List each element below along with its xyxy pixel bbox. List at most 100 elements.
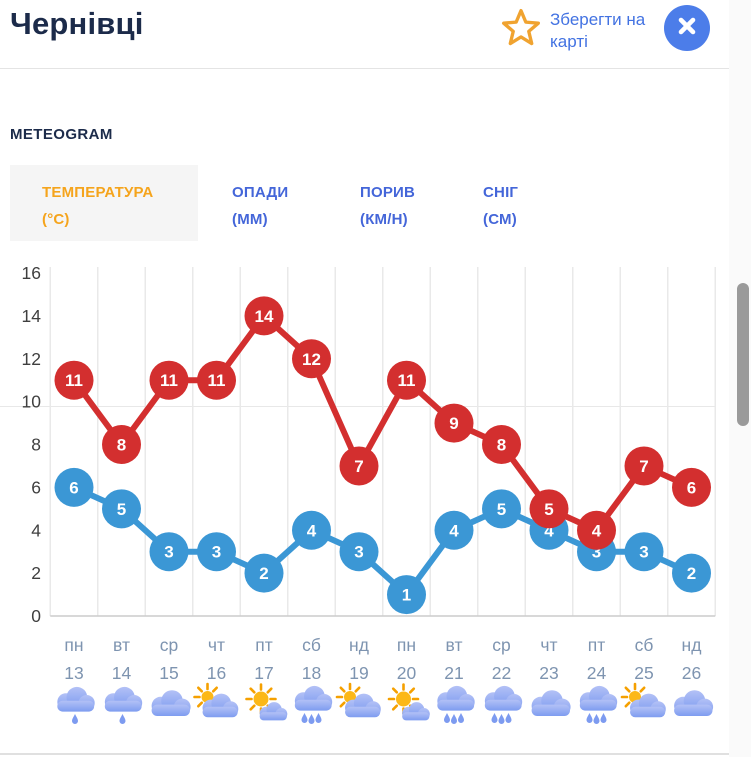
svg-text:12: 12 (22, 349, 41, 369)
svg-text:17: 17 (254, 663, 273, 683)
tab-temperature-label: ТЕМПЕРАТУРА (42, 184, 154, 201)
svg-text:8: 8 (117, 436, 126, 455)
save-to-map-label: Зберегти на карті (550, 10, 646, 51)
svg-text:14: 14 (22, 306, 42, 326)
tab-snow-label: СНІГ (483, 184, 519, 201)
svg-text:2: 2 (687, 564, 696, 583)
svg-text:11: 11 (160, 371, 178, 390)
weather-icon-cloudy (674, 690, 714, 716)
svg-text:вт: вт (446, 635, 463, 655)
weather-icon-cloudy (151, 690, 191, 716)
weather-icon-cloudy (531, 690, 571, 716)
svg-text:пт: пт (588, 635, 606, 655)
svg-text:14: 14 (255, 307, 274, 326)
svg-text:5: 5 (117, 500, 126, 519)
svg-text:11: 11 (208, 371, 226, 390)
svg-text:20: 20 (397, 663, 417, 683)
weather-icon-partly (193, 682, 239, 718)
svg-text:21: 21 (444, 663, 463, 683)
svg-text:11: 11 (65, 371, 83, 390)
svg-text:15: 15 (159, 663, 178, 683)
svg-text:пт: пт (255, 635, 273, 655)
svg-text:10: 10 (22, 392, 42, 412)
svg-text:19: 19 (349, 663, 368, 683)
scrollbar-track[interactable] (729, 0, 751, 757)
y-axis-labels: 0 2 4 6 8 10 12 14 16 (22, 263, 42, 626)
weather-icon-partly (620, 682, 666, 718)
svg-text:22: 22 (492, 663, 511, 683)
svg-text:7: 7 (354, 457, 363, 476)
svg-text:чт: чт (208, 635, 225, 655)
svg-text:4: 4 (307, 521, 317, 540)
tab-precipitation-unit: (ММ) (232, 211, 268, 228)
tabs-underline (0, 406, 716, 407)
temperature-max-series: 11 8 11 11 14 12 7 11 9 8 5 4 7 6 (54, 296, 711, 550)
svg-text:9: 9 (449, 414, 458, 433)
header-divider (0, 68, 751, 69)
close-button[interactable] (664, 5, 710, 51)
svg-text:пн: пн (397, 635, 416, 655)
svg-text:3: 3 (212, 543, 221, 562)
svg-text:ср: ср (492, 635, 510, 655)
svg-text:2: 2 (259, 564, 268, 583)
svg-text:18: 18 (302, 663, 321, 683)
svg-text:сб: сб (302, 635, 321, 655)
tab-snow[interactable]: СНІГ (СМ) (483, 179, 518, 233)
svg-text:16: 16 (22, 263, 41, 283)
svg-text:4: 4 (592, 521, 602, 540)
svg-text:4: 4 (449, 521, 459, 540)
svg-text:3: 3 (164, 543, 173, 562)
svg-text:8: 8 (497, 436, 506, 455)
close-icon (677, 16, 697, 41)
svg-text:сб: сб (635, 635, 654, 655)
weather-icon-partly (335, 682, 381, 718)
svg-text:26: 26 (682, 663, 701, 683)
temperature-chart: 0 2 4 6 8 10 12 14 16 6 5 3 3 2 4 3 1 4 5 4 3 3 2 11 8 11 11 14 12 7 1… (0, 255, 722, 737)
svg-text:13: 13 (64, 663, 83, 683)
svg-text:0: 0 (31, 606, 41, 626)
svg-text:8: 8 (31, 435, 41, 455)
svg-text:6: 6 (31, 477, 41, 497)
tab-precipitation-label: ОПАДИ (232, 184, 289, 201)
scrollbar-thumb[interactable] (737, 283, 749, 426)
tab-wind-gust[interactable]: ПОРИВ (КМ/Н) (360, 179, 415, 233)
weather-icon-rain-3 (484, 685, 523, 724)
temperature-min-series: 6 5 3 3 2 4 3 1 4 5 4 3 3 2 (54, 467, 711, 615)
tab-temperature[interactable]: ТЕМПЕРАТУРА (°C) (10, 165, 198, 241)
weather-icon-sunny (387, 683, 430, 721)
weather-icon-rain-3 (437, 685, 475, 724)
weather-icon-rain-1 (57, 686, 95, 724)
page-title: Чернівці (10, 6, 144, 41)
svg-text:25: 25 (634, 663, 653, 683)
star-icon (500, 7, 542, 54)
svg-text:5: 5 (544, 500, 553, 519)
weather-icon-rain-1 (104, 686, 143, 724)
svg-text:12: 12 (302, 350, 321, 369)
svg-text:23: 23 (539, 663, 558, 683)
svg-text:2: 2 (31, 563, 41, 583)
weather-icon-sunny (245, 683, 288, 721)
svg-text:4: 4 (544, 521, 554, 540)
weather-icon-rain-3 (579, 685, 618, 724)
svg-text:5: 5 (497, 500, 506, 519)
svg-text:7: 7 (639, 457, 648, 476)
save-to-map-button[interactable]: Зберегти на карті (500, 7, 650, 54)
svg-text:нд: нд (682, 635, 702, 655)
x-axis-day-labels: пн вт ср чт пт сб нд пн вт ср чт пт сб нд (64, 635, 701, 655)
section-title: METEOGRAM (10, 126, 113, 143)
svg-text:пн: пн (64, 635, 83, 655)
tab-snow-unit: (СМ) (483, 211, 517, 228)
svg-text:1: 1 (402, 586, 411, 605)
svg-text:3: 3 (592, 543, 601, 562)
weather-icons-row (57, 682, 714, 724)
weather-icon-rain-3 (294, 685, 333, 724)
svg-text:11: 11 (398, 371, 416, 390)
svg-text:4: 4 (31, 520, 41, 540)
tab-precipitation[interactable]: ОПАДИ (ММ) (232, 179, 288, 233)
svg-text:вт: вт (113, 635, 130, 655)
svg-text:ср: ср (160, 635, 178, 655)
svg-text:чт: чт (540, 635, 557, 655)
svg-text:6: 6 (687, 478, 696, 497)
svg-text:14: 14 (112, 663, 132, 683)
